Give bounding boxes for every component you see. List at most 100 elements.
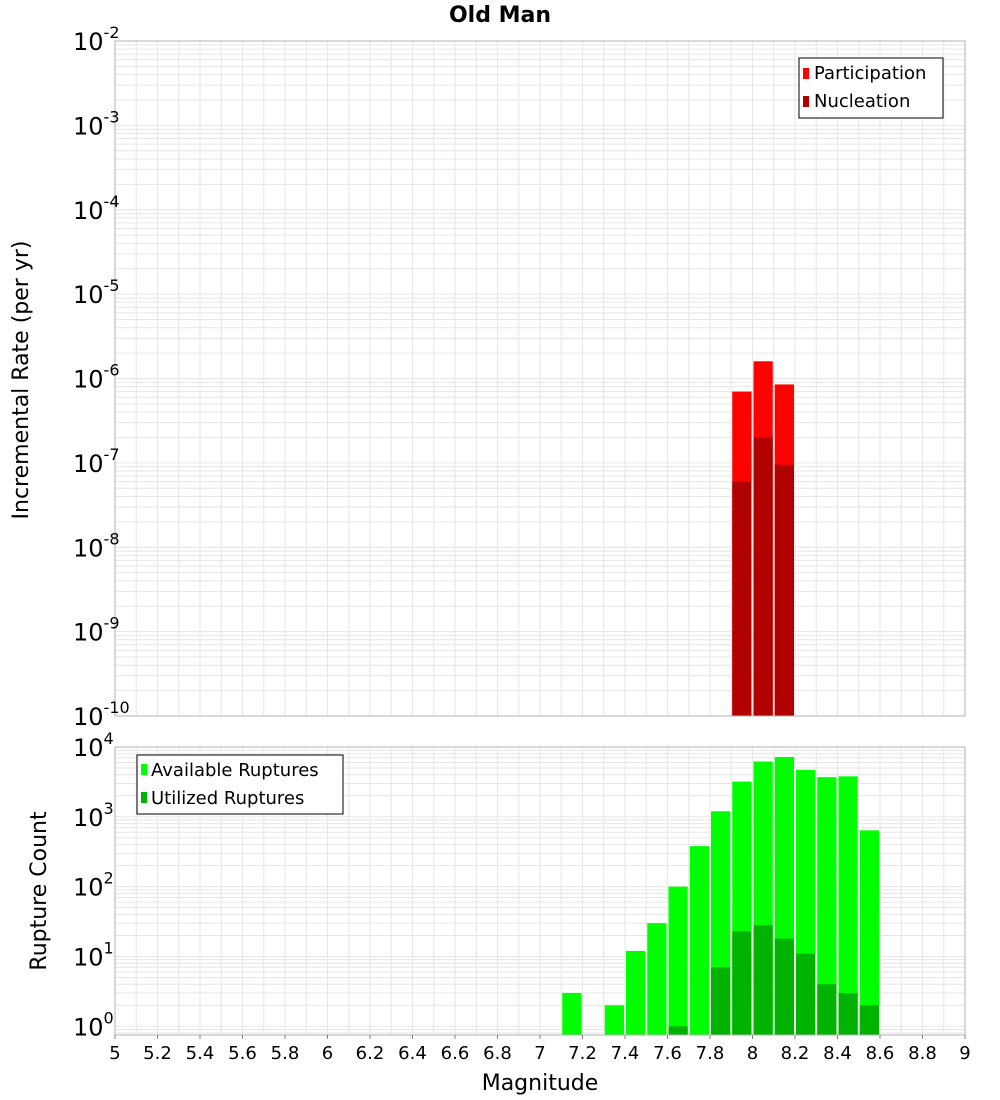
rate-y-tick-label: 10-6 <box>73 361 120 394</box>
utilized-ruptures-bar <box>711 967 731 1035</box>
rate-y-tick-label: 10-9 <box>73 614 120 647</box>
utilized-ruptures-bar <box>859 1005 879 1035</box>
count-y-tick-base: 10 <box>73 943 104 971</box>
available-ruptures-bar <box>817 777 837 1035</box>
x-tick-label: 6.4 <box>398 1043 427 1064</box>
participation-legend-swatch <box>803 68 809 79</box>
count-y-tick-exponent: 0 <box>104 1008 114 1027</box>
count-y-tick-base: 10 <box>73 734 104 762</box>
rate-legend-box <box>798 57 944 119</box>
count-x-ticks: 5 5.2 5.4 5.6 5.8 6 6.2 6.4 6.6 6.8 7 7.2 7.4 7.6 7.8 8… <box>109 1035 971 1064</box>
available-ruptures-bar <box>838 776 858 1035</box>
rate-y-tick-exponent: -8 <box>104 529 120 548</box>
x-tick-label: 5 <box>109 1043 120 1064</box>
x-tick-label: 7.2 <box>568 1043 597 1064</box>
x-tick-label: 9 <box>959 1043 970 1064</box>
utilized-ruptures-bar <box>732 931 752 1035</box>
count-y-tick-exponent: 3 <box>104 799 114 818</box>
x-tick-label: 5.6 <box>228 1043 257 1064</box>
chart-title: Old Man <box>449 3 551 28</box>
rate-y-axis-label: Incremental Rate (per yr) <box>9 241 34 520</box>
count-y-tick-base: 10 <box>73 804 104 832</box>
count-y-tick-exponent: 4 <box>104 729 114 748</box>
count-bars <box>562 756 879 1035</box>
rate-y-tick-base: 10 <box>73 112 104 140</box>
available-ruptures-bar <box>604 1005 624 1035</box>
nucleation-bar <box>753 437 773 716</box>
count-y-tick-label: 103 <box>73 799 114 832</box>
available-ruptures-bar <box>668 886 688 1035</box>
rate-panel: 10-210-310-410-510-610-710-810-910-10 In… <box>9 23 966 731</box>
rate-y-tick-base: 10 <box>73 366 104 394</box>
rate-y-tick-exponent: -10 <box>104 698 130 717</box>
available-legend-swatch <box>141 764 147 775</box>
count-y-axis-label: Rupture Count <box>27 811 52 971</box>
rate-y-tick-label: 10-2 <box>73 23 120 56</box>
rate-y-tick-base: 10 <box>73 197 104 225</box>
utilized-ruptures-bar <box>774 938 794 1035</box>
x-tick-label: 6.8 <box>483 1043 512 1064</box>
count-y-tick-exponent: 2 <box>104 869 114 888</box>
utilized-ruptures-bar <box>838 992 858 1035</box>
rate-y-tick-exponent: -9 <box>104 614 120 633</box>
participation-legend-label: Participation <box>814 63 926 84</box>
rate-y-tick-base: 10 <box>73 534 104 562</box>
x-tick-label: 8.4 <box>823 1043 852 1064</box>
x-tick-label: 7.8 <box>696 1043 725 1064</box>
x-tick-label: 7.6 <box>653 1043 682 1064</box>
utilized-ruptures-bar <box>796 953 816 1035</box>
count-legend-box <box>136 754 344 815</box>
available-ruptures-bar <box>562 992 582 1035</box>
x-tick-label: 8.8 <box>908 1043 937 1064</box>
rate-y-tick-exponent: -3 <box>104 107 120 126</box>
x-tick-label: 8.2 <box>781 1043 810 1064</box>
rate-y-ticks: 10-210-310-410-510-610-710-810-910-10 <box>73 23 130 731</box>
count-y-tick-label: 101 <box>73 938 114 971</box>
rate-y-tick-exponent: -5 <box>104 276 120 295</box>
count-y-tick-label: 102 <box>73 869 114 902</box>
x-tick-label: 8 <box>747 1043 758 1064</box>
utilized-legend-swatch <box>141 792 147 803</box>
rate-bars <box>732 361 794 716</box>
rate-y-tick-exponent: -2 <box>104 23 120 42</box>
nucleation-bar <box>774 464 794 716</box>
nucleation-legend-swatch <box>803 96 809 107</box>
rate-legend: Participation Nucleation <box>798 57 944 119</box>
count-legend: Available Ruptures Utilized Ruptures <box>136 754 344 815</box>
x-tick-label: 6 <box>322 1043 333 1064</box>
utilized-legend-label: Utilized Ruptures <box>151 788 304 809</box>
x-tick-label: 7.4 <box>611 1043 640 1064</box>
rate-y-tick-exponent: -6 <box>104 361 120 380</box>
available-ruptures-bar <box>859 830 879 1035</box>
rate-y-tick-label: 10-4 <box>73 192 120 225</box>
rate-y-tick-exponent: -7 <box>104 445 120 464</box>
x-axis-label: Magnitude <box>482 1071 599 1096</box>
rate-y-tick-base: 10 <box>73 619 104 647</box>
count-y-tick-base: 10 <box>73 1013 104 1041</box>
rate-grid <box>114 40 966 717</box>
rate-plot-frame <box>114 40 966 717</box>
x-tick-label: 5.4 <box>186 1043 215 1064</box>
rate-y-tick-label: 10-5 <box>73 276 120 309</box>
rate-y-tick-label: 10-7 <box>73 445 120 478</box>
rate-y-tick-label: 10-8 <box>73 529 120 562</box>
x-tick-label: 6.2 <box>356 1043 385 1064</box>
x-tick-label: 8.6 <box>866 1043 895 1064</box>
nucleation-bar <box>732 481 752 716</box>
available-ruptures-bar <box>626 950 646 1035</box>
rate-y-tick-label: 10-10 <box>73 698 130 731</box>
rate-y-tick-base: 10 <box>73 281 104 309</box>
utilized-ruptures-bar <box>753 925 773 1035</box>
rate-y-tick-base: 10 <box>73 450 104 478</box>
x-tick-label: 7 <box>534 1043 545 1064</box>
rate-y-tick-exponent: -4 <box>104 192 120 211</box>
utilized-ruptures-bar <box>668 1026 688 1035</box>
utilized-ruptures-bar <box>817 984 837 1035</box>
nucleation-legend-label: Nucleation <box>814 91 910 112</box>
x-tick-label: 6.6 <box>441 1043 470 1064</box>
x-tick-label: 5.2 <box>143 1043 172 1064</box>
count-y-tick-label: 104 <box>73 729 114 762</box>
available-ruptures-bar <box>689 846 709 1035</box>
